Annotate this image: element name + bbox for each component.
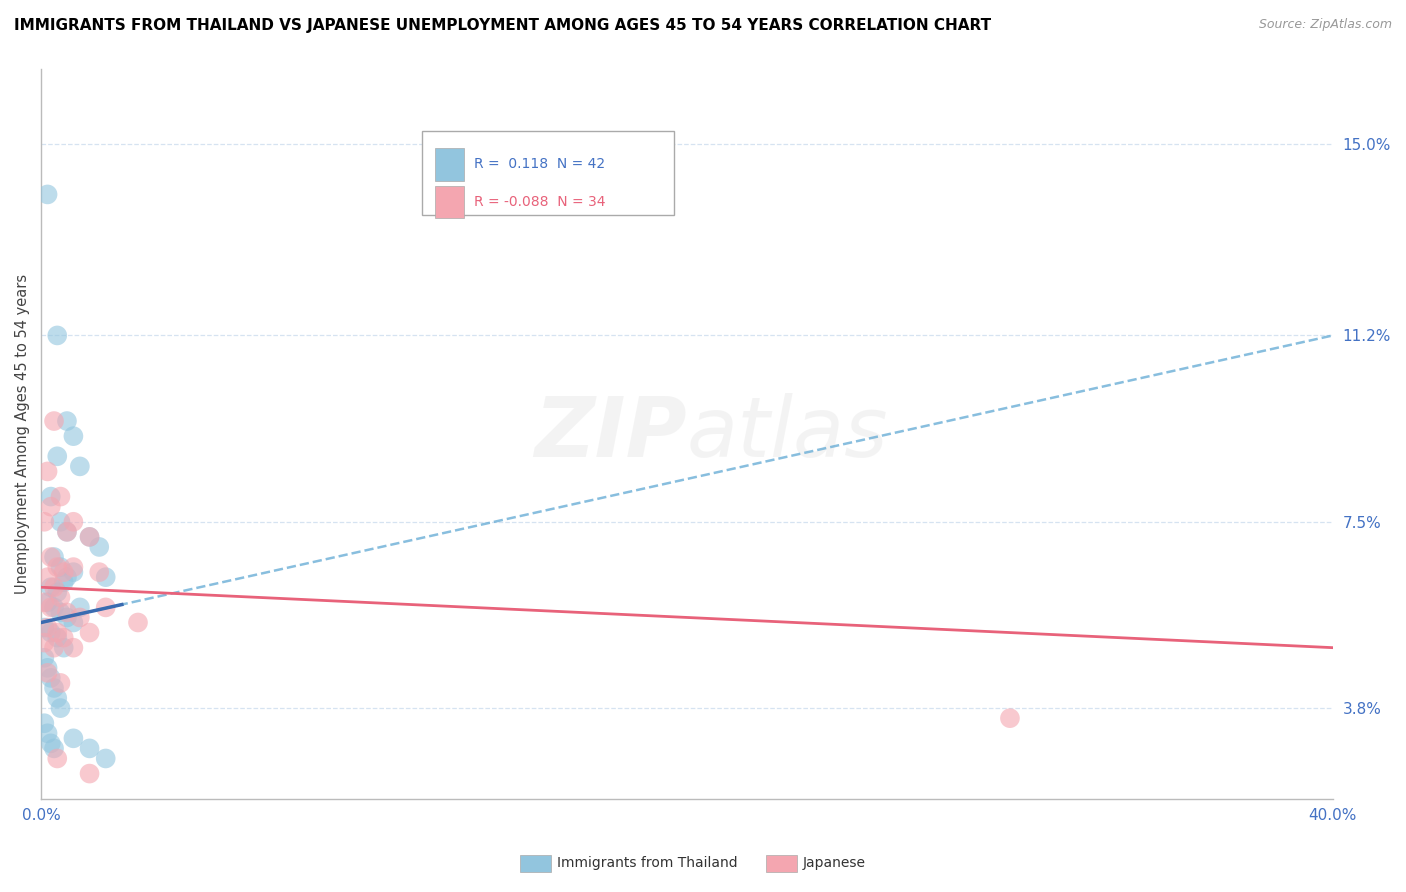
Point [62, 731, 84, 746]
Point [46, 691, 69, 706]
Point [49, 676, 72, 690]
Point [39, 580, 62, 594]
Point [52, 631, 75, 645]
Point [42, 549, 65, 564]
Point [998, 711, 1021, 725]
Point [37, 621, 59, 635]
Point [39, 600, 62, 615]
Point [39, 625, 62, 640]
Point [37, 464, 59, 478]
Point [42, 681, 65, 695]
Point [34, 716, 56, 731]
Text: atlas: atlas [688, 393, 889, 475]
Point [52, 640, 75, 655]
Point [49, 560, 72, 574]
Point [62, 515, 84, 529]
Y-axis label: Unemployment Among Ages 45 to 54 years: Unemployment Among Ages 45 to 54 years [15, 274, 30, 594]
Point [94, 570, 117, 584]
Point [37, 665, 59, 680]
Point [79, 625, 101, 640]
Point [39, 671, 62, 685]
Point [42, 600, 65, 615]
Text: R =  0.118  N = 42: R = 0.118 N = 42 [474, 157, 605, 171]
Point [34, 650, 56, 665]
Point [62, 429, 84, 443]
Point [46, 625, 69, 640]
Point [52, 565, 75, 579]
Point [52, 575, 75, 590]
Point [49, 490, 72, 504]
Point [34, 621, 56, 635]
Text: ZIP: ZIP [534, 393, 688, 475]
Point [37, 726, 59, 740]
Point [56, 610, 79, 624]
Point [79, 741, 101, 756]
Point [127, 615, 149, 630]
Point [49, 591, 72, 605]
Point [46, 585, 69, 599]
Point [46, 328, 69, 343]
Point [39, 500, 62, 514]
Point [39, 549, 62, 564]
Point [42, 741, 65, 756]
Text: Source: ZipAtlas.com: Source: ZipAtlas.com [1258, 18, 1392, 31]
Point [49, 606, 72, 620]
Point [94, 600, 117, 615]
Point [79, 530, 101, 544]
Point [56, 570, 79, 584]
Point [56, 606, 79, 620]
Point [46, 751, 69, 765]
Point [42, 414, 65, 428]
Point [49, 701, 72, 715]
Point [34, 595, 56, 609]
Point [42, 580, 65, 594]
Point [46, 560, 69, 574]
Point [69, 459, 91, 474]
Point [46, 450, 69, 464]
FancyBboxPatch shape [422, 130, 673, 215]
Point [56, 524, 79, 539]
Text: Immigrants from Thailand: Immigrants from Thailand [557, 856, 737, 871]
Point [62, 615, 84, 630]
Point [46, 631, 69, 645]
Point [39, 490, 62, 504]
Bar [434, 148, 464, 180]
Point [42, 640, 65, 655]
Point [89, 540, 111, 554]
Point [62, 560, 84, 574]
Point [62, 565, 84, 579]
Point [94, 751, 117, 765]
Point [69, 610, 91, 624]
Point [49, 515, 72, 529]
Point [79, 530, 101, 544]
Point [79, 766, 101, 780]
Point [34, 635, 56, 649]
Point [37, 661, 59, 675]
Point [69, 600, 91, 615]
Text: Japanese: Japanese [803, 856, 866, 871]
Point [37, 570, 59, 584]
Point [39, 736, 62, 750]
Point [62, 640, 84, 655]
Point [56, 524, 79, 539]
Point [34, 515, 56, 529]
Point [37, 187, 59, 202]
Text: R = -0.088  N = 34: R = -0.088 N = 34 [474, 195, 606, 209]
Point [37, 595, 59, 609]
Bar [434, 186, 464, 219]
Point [56, 414, 79, 428]
Point [89, 565, 111, 579]
Text: IMMIGRANTS FROM THAILAND VS JAPANESE UNEMPLOYMENT AMONG AGES 45 TO 54 YEARS CORR: IMMIGRANTS FROM THAILAND VS JAPANESE UNE… [14, 18, 991, 33]
